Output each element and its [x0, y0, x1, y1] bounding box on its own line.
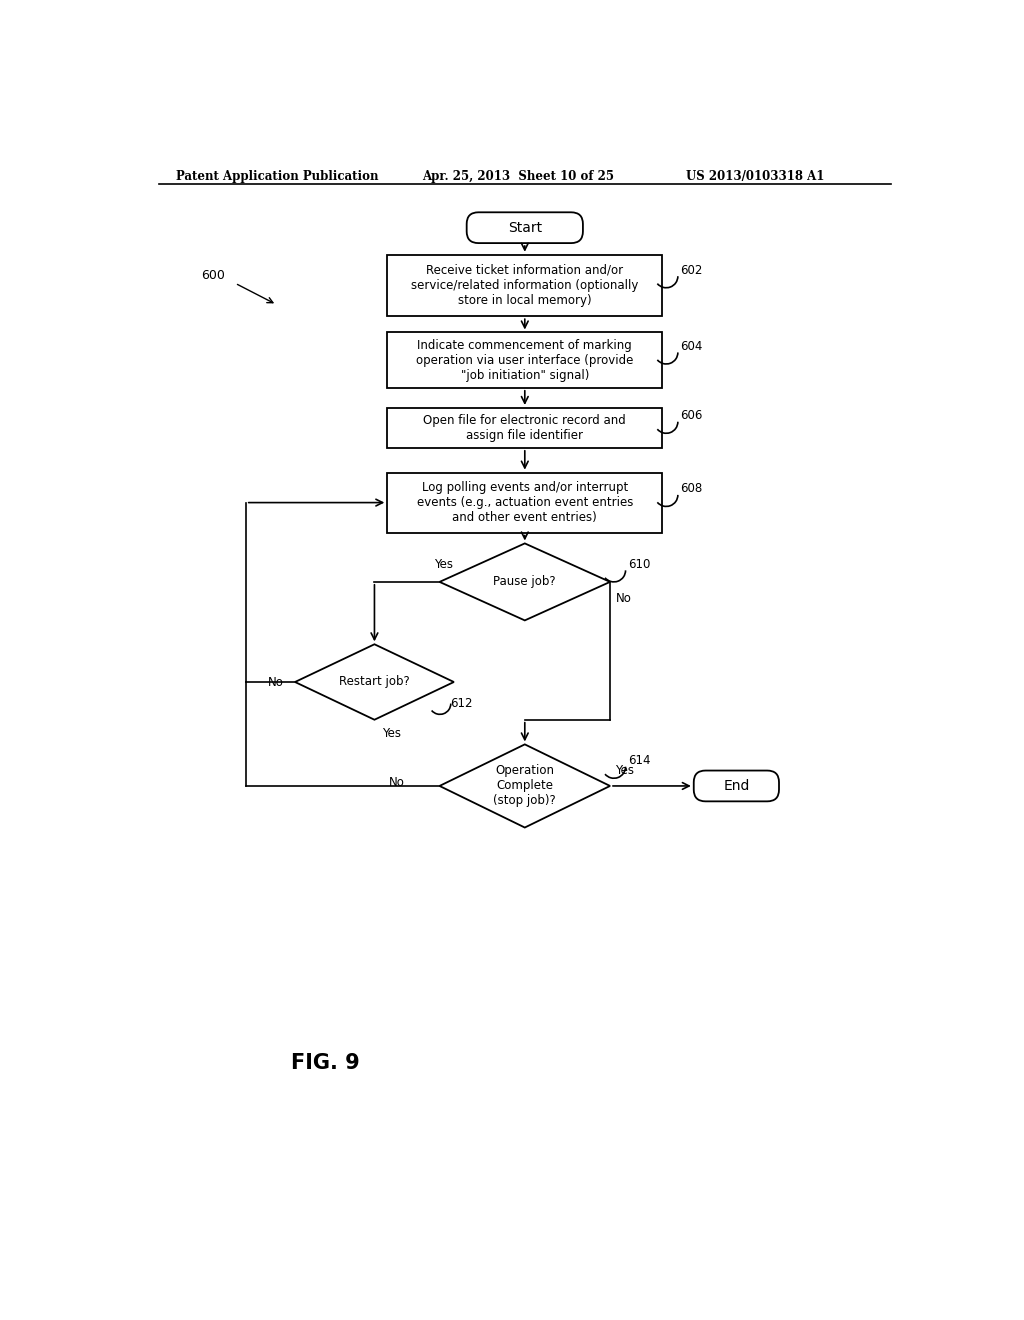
Bar — [387, 333, 663, 388]
Text: 610: 610 — [628, 557, 650, 570]
Text: 608: 608 — [680, 482, 702, 495]
Text: Patent Application Publication: Patent Application Publication — [176, 169, 379, 182]
Text: No: No — [389, 776, 404, 789]
FancyBboxPatch shape — [467, 213, 583, 243]
Polygon shape — [295, 644, 454, 719]
Text: 602: 602 — [680, 264, 702, 277]
Text: Receive ticket information and/or
service/related information (optionally
store : Receive ticket information and/or servic… — [411, 264, 639, 308]
Bar — [387, 473, 663, 533]
Text: Pause job?: Pause job? — [494, 576, 556, 589]
Text: Log polling events and/or interrupt
events (e.g., actuation event entries
and ot: Log polling events and/or interrupt even… — [417, 480, 633, 524]
Text: Operation
Complete
(stop job)?: Operation Complete (stop job)? — [494, 764, 556, 808]
Text: 614: 614 — [628, 754, 650, 767]
FancyBboxPatch shape — [693, 771, 779, 801]
Polygon shape — [439, 744, 610, 828]
Text: Restart job?: Restart job? — [339, 676, 410, 689]
Text: Yes: Yes — [434, 558, 453, 572]
Polygon shape — [439, 544, 610, 620]
Text: No: No — [616, 593, 632, 606]
Text: Yes: Yes — [382, 727, 401, 741]
Text: 612: 612 — [450, 697, 472, 710]
Text: No: No — [268, 676, 285, 689]
Text: FIG. 9: FIG. 9 — [291, 1053, 359, 1073]
Text: Open file for electronic record and
assign file identifier: Open file for electronic record and assi… — [424, 414, 626, 442]
Text: 606: 606 — [680, 409, 702, 422]
Text: Yes: Yes — [614, 764, 634, 777]
Text: Start: Start — [508, 220, 542, 235]
Bar — [387, 255, 663, 317]
Text: Apr. 25, 2013  Sheet 10 of 25: Apr. 25, 2013 Sheet 10 of 25 — [423, 169, 614, 182]
Text: 604: 604 — [680, 339, 702, 352]
Text: End: End — [723, 779, 750, 793]
Text: Indicate commencement of marking
operation via user interface (provide
"job init: Indicate commencement of marking operati… — [416, 339, 634, 381]
Text: 600: 600 — [202, 269, 225, 282]
Text: US 2013/0103318 A1: US 2013/0103318 A1 — [686, 169, 824, 182]
Bar — [387, 408, 663, 447]
